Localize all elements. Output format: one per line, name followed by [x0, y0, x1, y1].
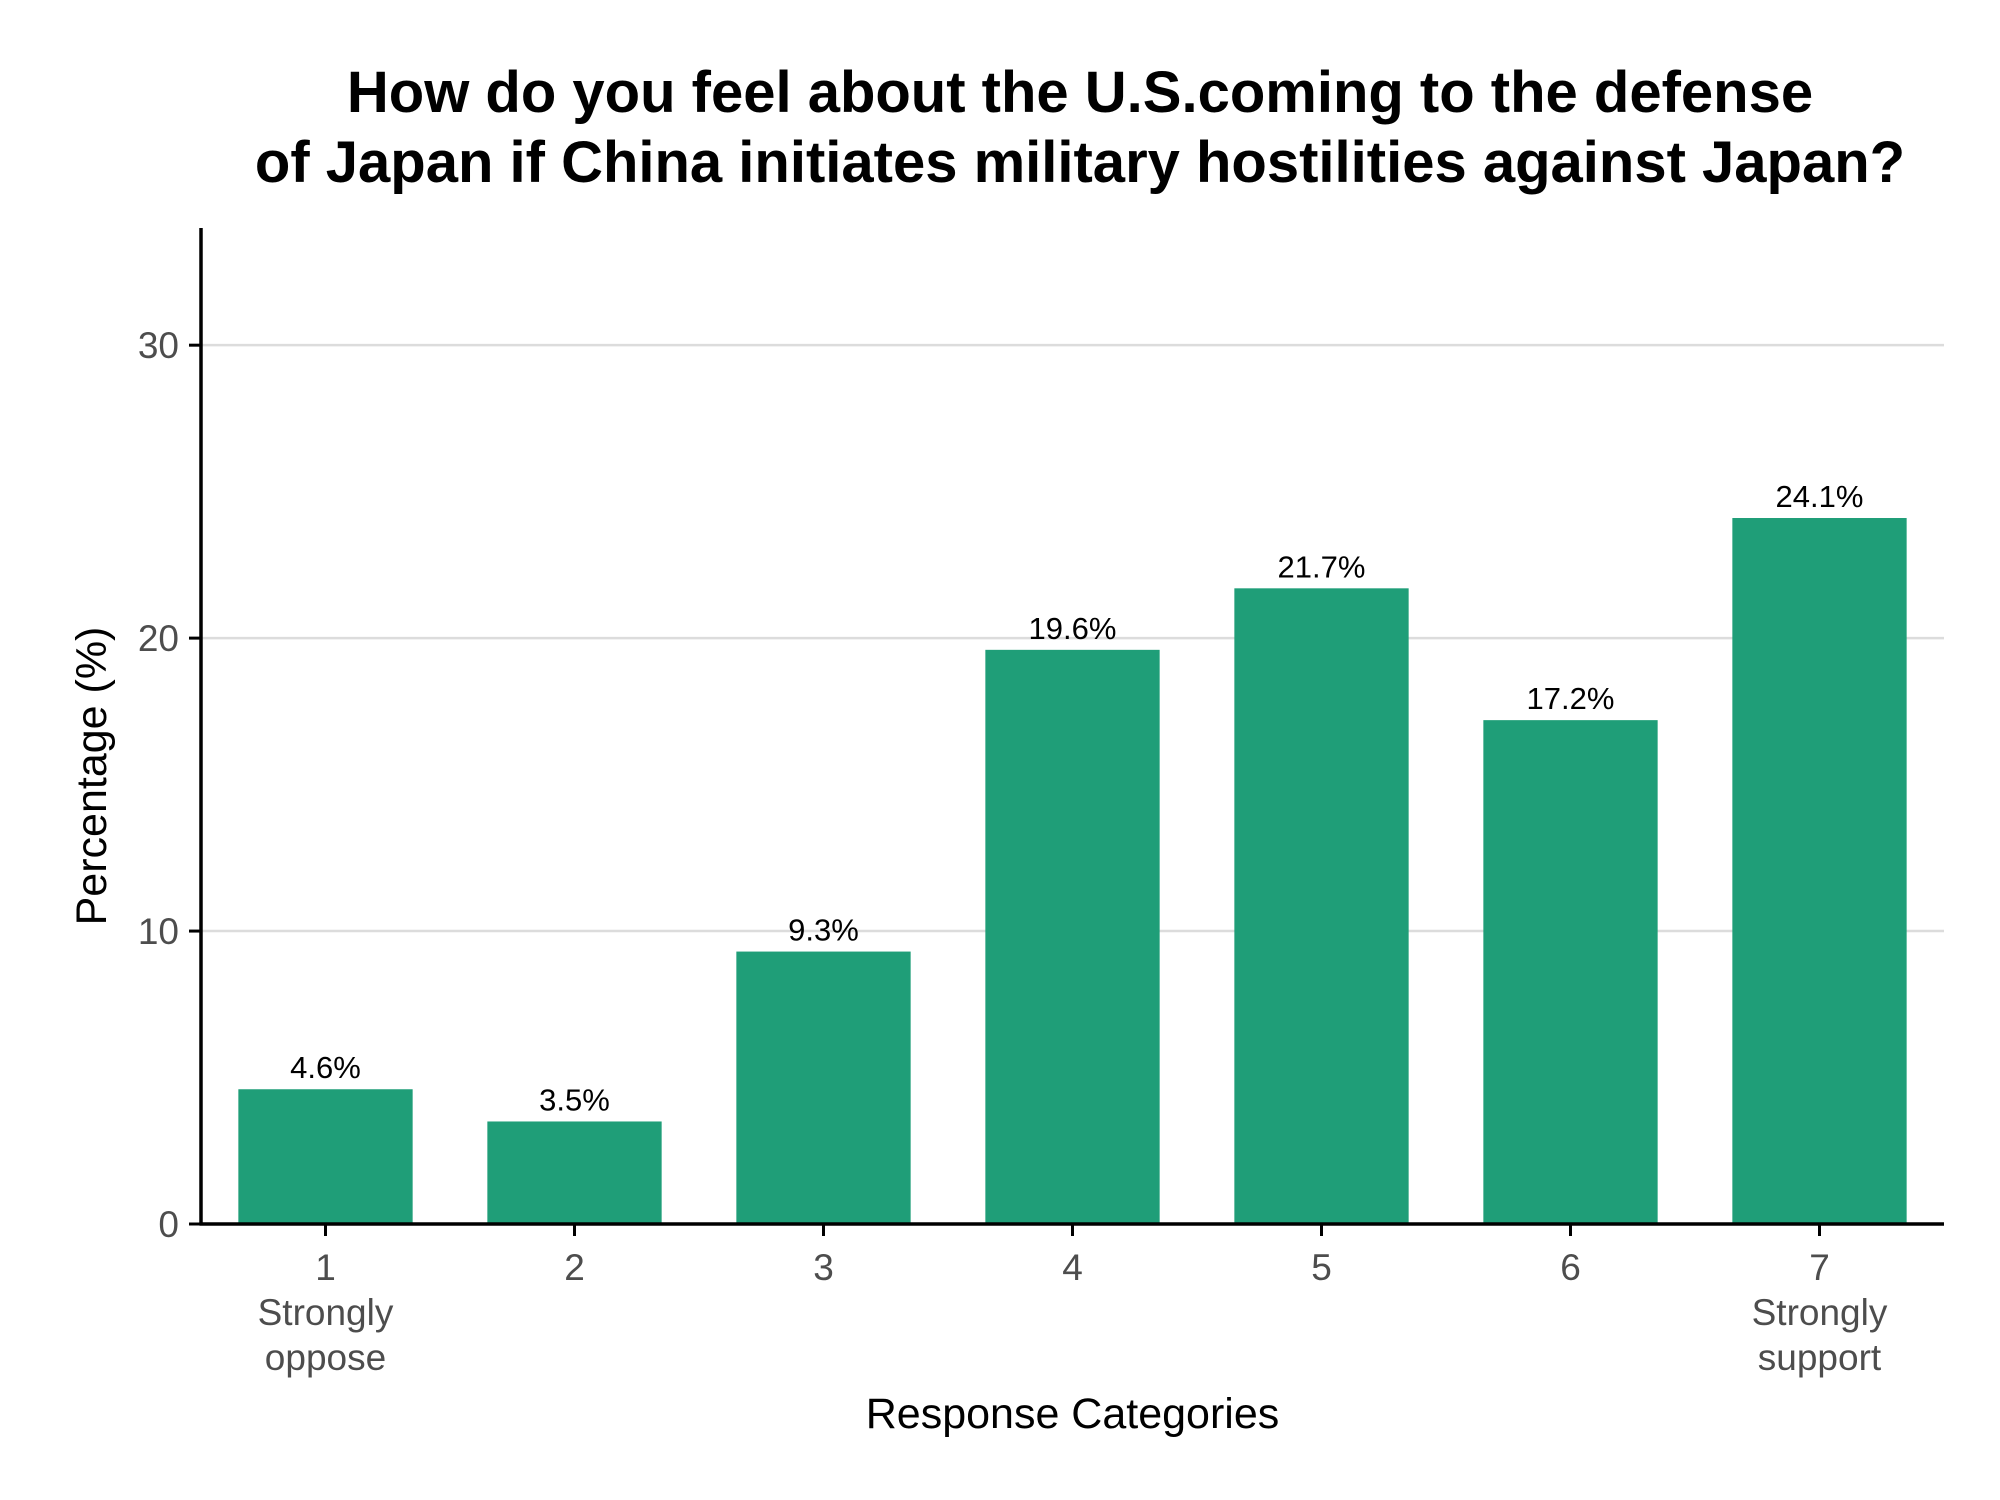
x-tick-label: 4 — [1062, 1247, 1083, 1288]
y-tick-label: 0 — [158, 1204, 179, 1245]
bars — [238, 518, 1907, 1224]
y-axis-title: Percentage (%) — [68, 627, 116, 926]
y-tick-label: 10 — [138, 911, 179, 952]
x-tick-label: Strongly — [1752, 1292, 1888, 1333]
bar-value-label: 17.2% — [1527, 681, 1615, 716]
x-tick-label: support — [1758, 1337, 1882, 1378]
bar — [736, 951, 911, 1224]
y-axis-ticks: 0 10 20 30 — [138, 325, 201, 1245]
x-tick-label: 1 — [315, 1247, 336, 1288]
x-tick-label: 3 — [813, 1247, 834, 1288]
bar — [487, 1121, 662, 1224]
bar-value-label: 24.1% — [1776, 479, 1864, 514]
x-tick-label: 5 — [1311, 1247, 1332, 1288]
y-tick-label: 30 — [138, 325, 179, 366]
chart-title: How do you feel about the U.S.coming to … — [255, 60, 1905, 195]
x-tick-label: oppose — [265, 1337, 386, 1378]
bar — [238, 1089, 413, 1224]
bar — [985, 649, 1160, 1224]
bar — [1234, 588, 1409, 1224]
x-tick-label: 7 — [1809, 1247, 1830, 1288]
bar-value-label: 4.6% — [290, 1050, 361, 1085]
data-labels: 4.6% 3.5% 9.3% 19.6% 21.7% 17.2% 24.1% — [290, 479, 1863, 1117]
chart-title-line: How do you feel about the U.S.coming to … — [347, 60, 1813, 125]
bar — [1732, 518, 1907, 1224]
x-tick-label: 2 — [564, 1247, 585, 1288]
y-tick-label: 20 — [138, 618, 179, 659]
bar-value-label: 19.6% — [1029, 611, 1117, 646]
x-axis-title: Response Categories — [866, 1390, 1280, 1438]
bar — [1483, 720, 1658, 1224]
x-tick-label: 6 — [1560, 1247, 1581, 1288]
bar-value-label: 21.7% — [1278, 549, 1366, 584]
bar-value-label: 3.5% — [539, 1082, 610, 1117]
x-tick-label: Strongly — [258, 1292, 394, 1333]
chart-title-line: of Japan if China initiates military hos… — [255, 130, 1905, 195]
bar-value-label: 9.3% — [788, 913, 859, 948]
